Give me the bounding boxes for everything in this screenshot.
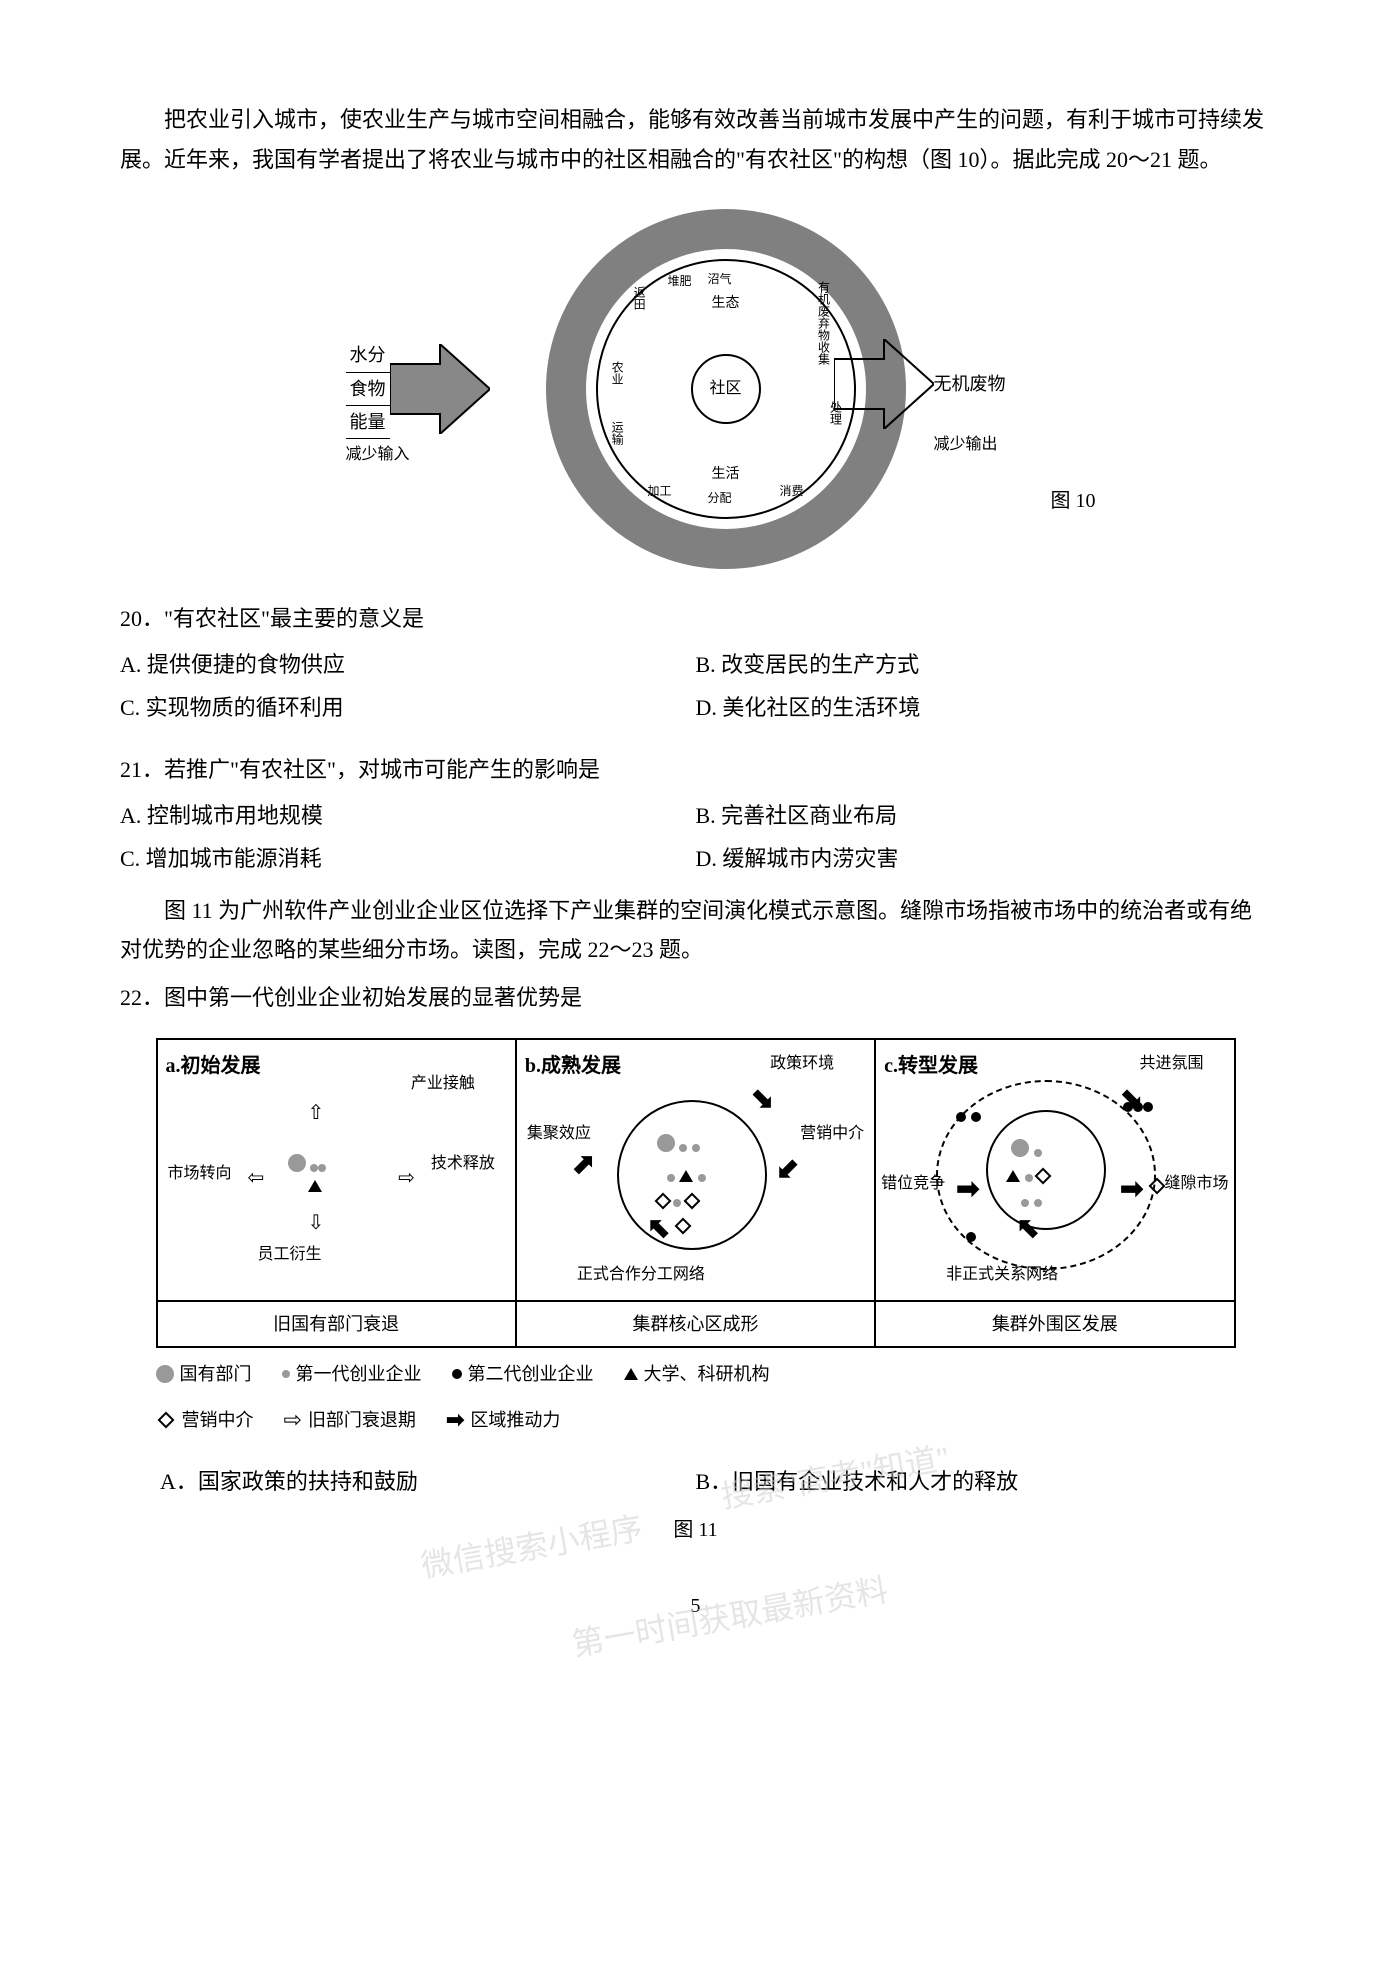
- q20-stem: 20．"有农社区"最主要的意义是: [120, 599, 1271, 639]
- seg-compost: 堆肥: [668, 271, 692, 293]
- question-20: 20．"有农社区"最主要的意义是 A. 提供便捷的食物供应 B. 改变居民的生产…: [120, 599, 1271, 730]
- panel-a: a.初始发展 产业接触 ⇧ 市场转向 ⇦ ⇨ 技术释放 ⇩ 员工衍生: [158, 1040, 517, 1300]
- q20-opt-b: B. 改变居民的生产方式: [696, 645, 1272, 685]
- intro2-paragraph: 图 11 为广州软件产业创业企业区位选择下产业集群的空间演化模式示意图。缝隙市场…: [120, 891, 1271, 970]
- seg-consume: 消费: [779, 481, 803, 503]
- fig10-caption: 图 10: [1051, 483, 1096, 519]
- legend-driver: ➡区域推动力: [446, 1400, 560, 1440]
- q21-opt-b: B. 完善社区商业布局: [696, 796, 1272, 836]
- seg-agri: 农业: [606, 361, 628, 385]
- input-food: 食物: [346, 373, 390, 406]
- input-water: 水分: [346, 339, 390, 372]
- pb-label-marketing: 营销中介: [800, 1120, 864, 1149]
- pa-label-contact: 产业接触: [411, 1070, 475, 1099]
- seg-process2: 加工: [648, 481, 672, 503]
- q21-opt-a: A. 控制城市用地规模: [120, 796, 696, 836]
- pc-label-compete: 错位竞争: [881, 1170, 945, 1199]
- bottom-label-c: 集群外围区发展: [876, 1302, 1233, 1346]
- seg-return: 返田: [628, 286, 650, 310]
- pc-label-niche: 缝隙市场: [1164, 1170, 1228, 1199]
- panel-b: b.成熟发展 政策环境 ⬊ 集聚效应 ⬈ 营销中介 ⬋ ⬉ 正式合作分工网络: [517, 1040, 876, 1300]
- legend-decline: ⇨旧部门衰退期: [284, 1400, 416, 1440]
- pc-label-informal: 非正式关系网络: [946, 1261, 1058, 1290]
- panel-c: c.转型发展 共进氛围 ⬊ 错位竞争 ➡ ➡ 缝隙市场 ⬉ 非正式关系网络: [876, 1040, 1233, 1300]
- pa-label-staff: 员工衍生: [258, 1241, 322, 1270]
- bottom-label-a: 旧国有部门衰退: [158, 1302, 517, 1346]
- question-21: 21．若推广"有农社区"，对城市可能产生的影响是 A. 控制城市用地规模 B. …: [120, 750, 1271, 881]
- page-number: 5: [120, 1588, 1271, 1624]
- pb-label-policy: 政策环境: [770, 1050, 834, 1079]
- legend-state: 国有部门: [156, 1358, 252, 1390]
- seg-collect: 有机废弃物收集: [812, 281, 834, 365]
- output-arrow-icon: [834, 339, 934, 429]
- ring-bottom-label: 生活: [712, 462, 740, 487]
- legend-marketing: 营销中介: [156, 1404, 254, 1436]
- pb-label-network: 正式合作分工网络: [577, 1261, 705, 1290]
- intro-paragraph: 把农业引入城市，使农业生产与城市空间相融合，能够有效改善当前城市发展中产生的问题…: [120, 100, 1271, 179]
- legend-gen2: 第二代创业企业: [452, 1358, 594, 1390]
- input-sublabel: 减少输入: [346, 441, 490, 470]
- pc-label-atmos: 共进氛围: [1139, 1050, 1203, 1079]
- output-sublabel: 减少输出: [934, 431, 1006, 460]
- q22-opt-b: B．旧国有企业技术和人才的释放: [696, 1462, 1272, 1502]
- legend-gen1: 第一代创业企业: [282, 1358, 422, 1390]
- q20-opt-d: D. 美化社区的生活环境: [696, 688, 1272, 728]
- q20-opt-c: C. 实现物质的循环利用: [120, 688, 696, 728]
- legend-univ: 大学、科研机构: [624, 1358, 770, 1390]
- seg-biogas: 沼气: [708, 269, 732, 291]
- pa-label-tech: 技术释放: [431, 1150, 495, 1179]
- q21-opt-c: C. 增加城市能源消耗: [120, 839, 696, 879]
- input-arrow-icon: [390, 344, 490, 434]
- q21-stem: 21．若推广"有农社区"，对城市可能产生的影响是: [120, 750, 1271, 790]
- seg-distribute: 分配: [708, 488, 732, 510]
- q20-opt-a: A. 提供便捷的食物供应: [120, 645, 696, 685]
- figure-10-container: 水分 食物 能量 减少输入 生态 社区 生活 沼气 有机废弃物收集 处理 消费: [120, 199, 1271, 579]
- q21-opt-d: D. 缓解城市内涝灾害: [696, 839, 1272, 879]
- center-label: 社区: [691, 354, 761, 424]
- seg-transport: 运输: [606, 421, 628, 445]
- output-label: 无机废物: [934, 368, 1006, 400]
- pa-label-market: 市场转向: [168, 1160, 232, 1189]
- q22-opt-a: A．国家政策的扶持和鼓励: [120, 1462, 696, 1502]
- ring-top-label: 生态: [712, 291, 740, 316]
- fig11-caption: 图 11: [120, 1512, 1271, 1548]
- figure-11-container: a.初始发展 产业接触 ⇧ 市场转向 ⇦ ⇨ 技术释放 ⇩ 员工衍生 b.成熟发…: [120, 1038, 1271, 1440]
- input-energy: 能量: [346, 406, 390, 439]
- bottom-label-b: 集群核心区成形: [517, 1302, 876, 1346]
- q22-stem: 22．图中第一代创业企业初始发展的显著优势是: [120, 978, 1271, 1018]
